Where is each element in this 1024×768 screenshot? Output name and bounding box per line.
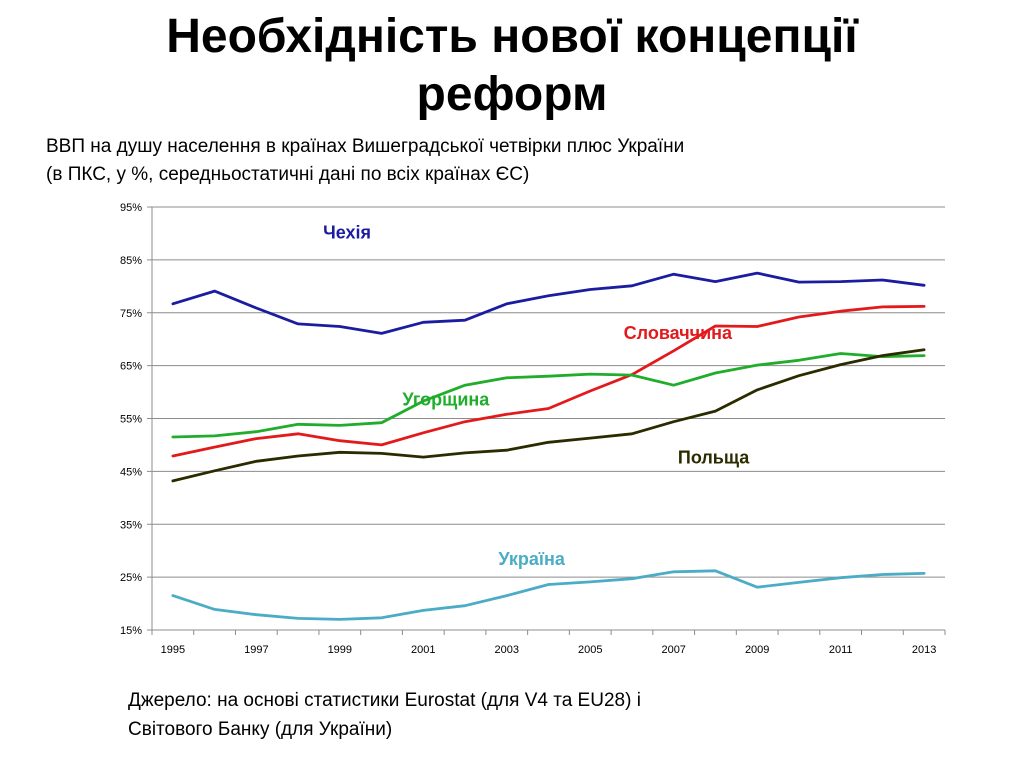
series-line-0 [171, 271, 926, 335]
x-tick-label: 2011 [829, 644, 853, 656]
series-line-2 [171, 352, 926, 439]
series-line-3 [171, 348, 926, 483]
x-tick-label: 2001 [411, 644, 435, 656]
x-tick-label: 1999 [328, 644, 352, 656]
chart-gridlines [152, 206, 945, 578]
chart-axes: 15% 25% 35% 45% 55% 65% 75% 85% 95% 1995 1997 1999 2… [120, 202, 946, 656]
slide-title-line-1: Необхідність нової концепції [166, 10, 858, 63]
y-tick-label: 45% [120, 466, 142, 478]
x-tick-label: 1995 [161, 644, 185, 656]
series-label-4: Україна [498, 549, 565, 569]
source-note: Джерело: на основі статистики Eurostat (… [128, 686, 928, 744]
chart-series-labels: Чехія Словаччина Угорщина Польща Україна [323, 223, 750, 569]
y-tick-label: 85% [120, 255, 142, 267]
y-tick-label: 35% [120, 519, 142, 531]
series-label-0: Чехія [323, 223, 371, 243]
x-tick-label: 2003 [495, 644, 519, 656]
source-note-line-2: Світового Банку (для України) [128, 719, 393, 740]
series-label-3: Польща [678, 447, 750, 467]
chart-subtitle-line-2: (в ПКС, у %, середньостатичні дані по вс… [46, 164, 530, 185]
slide-title: Необхідність нової концепції реформ [0, 8, 1024, 124]
y-tick-label: 55% [120, 414, 142, 426]
slide-title-line-2: реформ [416, 68, 608, 121]
y-tick-label: 15% [120, 625, 142, 637]
y-tick-label: 25% [120, 572, 142, 584]
series-line-1 [171, 304, 926, 458]
x-tick-label: 2009 [745, 644, 769, 656]
series-line-4 [171, 569, 926, 621]
x-tick-label: 2013 [912, 644, 936, 656]
series-label-2: Угорщина [402, 389, 490, 409]
chart-series-lines [171, 271, 926, 621]
x-tick-label: 2005 [578, 644, 602, 656]
x-tick-label: 1997 [244, 644, 268, 656]
y-tick-label: 95% [120, 202, 142, 214]
chart-subtitle: ВВП на душу населення в країнах Вишеград… [46, 133, 946, 189]
y-tick-label: 65% [120, 361, 142, 373]
x-tick-label: 2007 [661, 644, 685, 656]
chart-subtitle-line-1: ВВП на душу населення в країнах Вишеград… [46, 136, 685, 157]
source-note-line-1: Джерело: на основі статистики Eurostat (… [128, 690, 641, 711]
series-label-1: Словаччина [624, 323, 733, 343]
y-tick-label: 75% [120, 308, 142, 320]
